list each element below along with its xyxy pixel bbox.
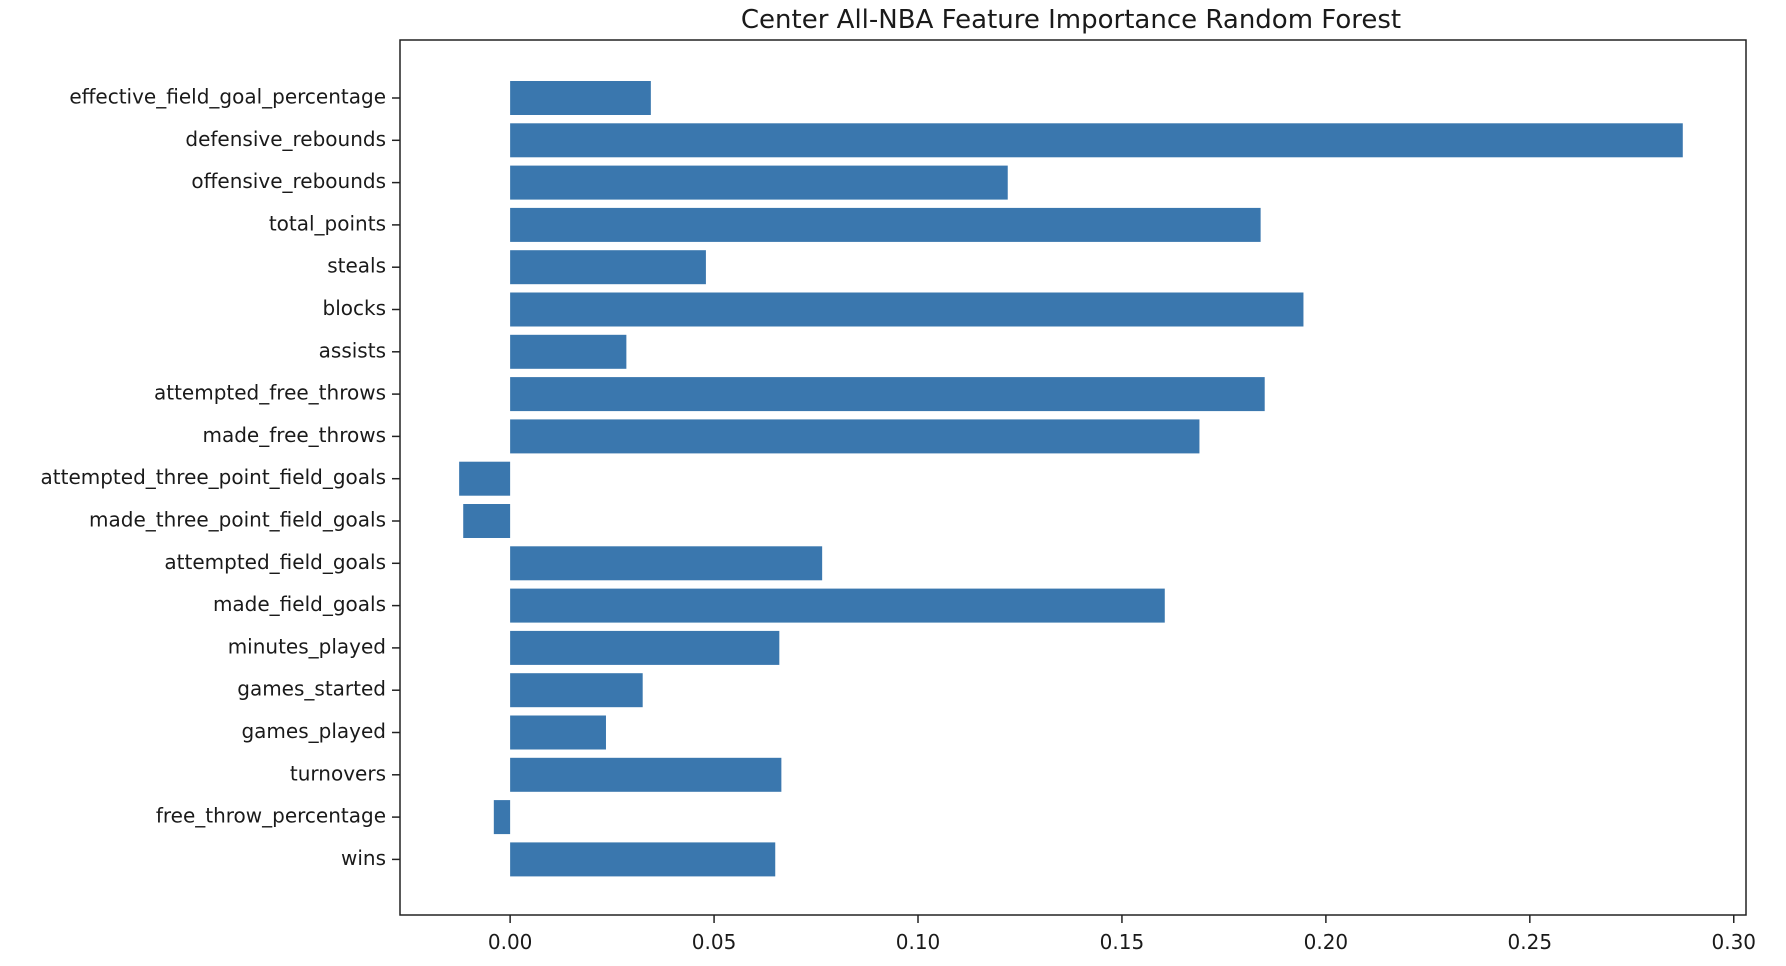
bar-games-started (510, 673, 643, 708)
y-tick-label: attempted_field_goals (164, 550, 386, 574)
y-tick-label: offensive_rebounds (191, 169, 386, 193)
x-tick-label: 0.10 (896, 930, 941, 954)
x-tick-label: 0.15 (1100, 930, 1145, 954)
x-tick-label: 0.25 (1508, 930, 1553, 954)
bar-assists (510, 334, 627, 369)
y-tick-label: total_points (269, 211, 386, 235)
y-tick-label: made_three_point_field_goals (89, 508, 386, 532)
plot-frame (399, 39, 1747, 916)
bar-blocks (510, 292, 1304, 327)
bar-attempted-free-throws (510, 377, 1265, 412)
bar-effective-field-goal-percentage (510, 81, 651, 115)
bar-offensive-rebounds (510, 165, 1008, 200)
x-tick-label: 0.20 (1304, 930, 1349, 954)
y-tick-label: attempted_free_throws (154, 381, 386, 405)
y-axis: effective_field_goal_percentage defensive… (41, 85, 400, 870)
bar-defensive-rebounds (510, 123, 1683, 158)
x-tick-label: 0.00 (488, 930, 533, 954)
y-tick-label: made_free_throws (203, 423, 387, 447)
y-tick-label: wins (341, 846, 386, 870)
y-tick-label: games_played (241, 719, 386, 743)
bar-total-points (510, 207, 1261, 242)
bar-steals (510, 250, 706, 285)
chart-title: Center All-NBA Feature Importance Random… (741, 5, 1401, 35)
y-tick-label: made_field_goals (213, 592, 386, 616)
bar-games-played (510, 715, 606, 750)
x-tick-label: 0.30 (1711, 930, 1756, 954)
y-tick-label: assists (319, 338, 386, 362)
y-tick-label: attempted_three_point_field_goals (41, 465, 387, 489)
bar-minutes-played (510, 630, 780, 665)
bar-turnovers (510, 757, 782, 792)
y-tick-label: defensive_rebounds (185, 127, 386, 151)
y-tick-label: effective_field_goal_percentage (69, 85, 386, 109)
bar-made-field-goals (510, 588, 1165, 623)
x-tick-label: 0.05 (692, 930, 737, 954)
bar-attempted-field-goals (510, 546, 823, 581)
bar-free-throw-percentage (493, 800, 511, 835)
y-tick-label: blocks (323, 296, 387, 320)
y-tick-label: free_throw_percentage (156, 804, 386, 828)
bar-wins (510, 842, 776, 877)
y-tick-label: steals (327, 254, 386, 278)
y-tick-label: games_started (237, 677, 386, 701)
bar-attempted-three-point-field-goals (459, 461, 511, 496)
x-axis: 0.00 0.05 0.10 0.15 0.20 0.25 0.30 (488, 915, 1756, 954)
y-tick-label: minutes_played (228, 634, 386, 658)
y-tick-label: turnovers (290, 761, 386, 785)
bar-made-three-point-field-goals (463, 504, 511, 538)
bars-layer (459, 81, 1683, 877)
bar-made-free-throws (510, 419, 1200, 454)
